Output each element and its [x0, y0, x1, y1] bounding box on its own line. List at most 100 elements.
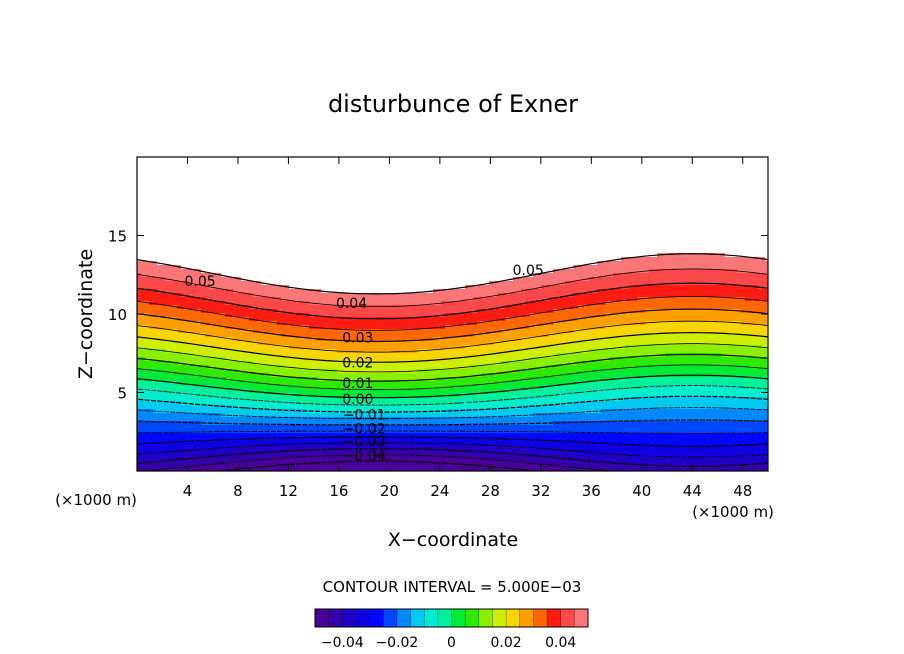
contour-fill-cell: [541, 193, 546, 198]
contour-fill-cell: [449, 165, 454, 170]
contour-fill-cell: [165, 185, 170, 190]
contour-fill-cell: [537, 229, 542, 234]
contour-fill-cell: [321, 173, 326, 178]
contour-fill-cell: [193, 257, 198, 262]
contour-fill-cell: [677, 165, 682, 170]
contour-fill-cell: [613, 217, 618, 222]
contour-fill-cell: [477, 189, 482, 194]
contour-fill-cell: [685, 265, 690, 270]
contour-fill-cell: [449, 237, 454, 242]
contour-fill-cell: [197, 237, 202, 242]
contour-fill-cell: [397, 197, 402, 202]
contour-fill-cell: [145, 281, 150, 286]
contour-fill-cell: [641, 273, 646, 278]
contour-fill-cell: [721, 237, 726, 242]
contour-fill-cell: [589, 225, 594, 230]
contour-fill-cell: [537, 253, 542, 258]
contour-fill-cell: [349, 265, 354, 270]
contour-fill-cell: [305, 173, 310, 178]
contour-fill-cell: [277, 173, 282, 178]
contour-fill-cell: [233, 281, 238, 286]
contour-fill-cell: [309, 237, 314, 242]
contour-fill-cell: [209, 181, 214, 186]
contour-fill-cell: [301, 201, 306, 206]
contour-fill-cell: [665, 173, 670, 178]
contour-fill-cell: [209, 221, 214, 226]
contour-fill-cell: [605, 277, 610, 282]
contour-fill-cell: [485, 169, 490, 174]
contour-fill-cell: [221, 241, 226, 246]
contour-fill-cell: [145, 221, 150, 226]
contour-fill-cell: [177, 189, 182, 194]
contour-fill-cell: [213, 229, 218, 234]
contour-fill-cell: [393, 253, 398, 258]
contour-fill-cell: [505, 265, 510, 270]
contour-fill-cell: [145, 177, 150, 182]
contour-fill-cell: [341, 181, 346, 186]
contour-fill-cell: [673, 265, 678, 270]
contour-fill-cell: [669, 177, 674, 182]
contour-fill-cell: [745, 233, 750, 238]
contour-fill-cell: [169, 281, 174, 286]
contour-fill-cell: [281, 213, 286, 218]
contour-fill-cell: [501, 181, 506, 186]
contour-fill-cell: [469, 197, 474, 202]
contour-fill-cell: [157, 213, 162, 218]
contour-fill-cell: [417, 245, 422, 250]
contour-fill-cell: [145, 241, 150, 246]
contour-fill-cell: [241, 177, 246, 182]
contour-fill-cell: [241, 157, 246, 162]
contour-fill-cell: [569, 237, 574, 242]
contour-fill-cell: [545, 165, 550, 170]
contour-fill-cell: [189, 197, 194, 202]
contour-fill-cell: [477, 257, 482, 262]
contour-fill-cell: [409, 277, 414, 282]
contour-fill-cell: [729, 157, 734, 162]
contour-fill-cell: [757, 269, 762, 274]
contour-fill-cell: [249, 269, 254, 274]
contour-fill-cell: [653, 177, 658, 182]
contour-fill-cell: [181, 209, 186, 214]
contour-fill-cell: [741, 169, 746, 174]
contour-fill-cell: [277, 157, 282, 162]
contour-fill-cell: [565, 157, 570, 162]
contour-fill-cell: [733, 169, 738, 174]
contour-fill-cell: [517, 209, 522, 214]
contour-fill-cell: [193, 177, 198, 182]
contour-fill-cell: [345, 237, 350, 242]
contour-fill-cell: [669, 257, 674, 262]
contour-fill-cell: [637, 157, 642, 162]
contour-fill-cell: [429, 225, 434, 230]
contour-fill-cell: [429, 181, 434, 186]
contour-fill-cell: [241, 237, 246, 242]
contour-fill-cell: [269, 273, 274, 278]
contour-fill-cell: [213, 225, 218, 230]
contour-fill-cell: [689, 257, 694, 262]
contour-fill-cell: [393, 209, 398, 214]
contour-fill-cell: [513, 241, 518, 246]
contour-fill-cell: [749, 173, 754, 178]
contour-fill-cell: [421, 281, 426, 286]
contour-fill-cell: [281, 277, 286, 282]
contour-fill-cell: [613, 165, 618, 170]
contour-fill-cell: [761, 181, 766, 186]
contour-fill-cell: [737, 197, 742, 202]
contour-fill-cell: [173, 249, 178, 254]
contour-fill-cell: [697, 249, 702, 254]
contour-fill-cell: [169, 277, 174, 282]
contour-fill-cell: [497, 205, 502, 210]
contour-fill-cell: [181, 169, 186, 174]
contour-fill-cell: [257, 213, 262, 218]
contour-fill-cell: [457, 281, 462, 286]
contour-fill-cell: [301, 181, 306, 186]
contour-fill-cell: [249, 221, 254, 226]
contour-fill-cell: [637, 269, 642, 274]
contour-fill-cell: [265, 165, 270, 170]
contour-fill-cell: [389, 185, 394, 190]
contour-fill-cell: [425, 221, 430, 226]
contour-fill-cell: [385, 193, 390, 198]
contour-fill-cell: [457, 225, 462, 230]
contour-fill-cell: [525, 189, 530, 194]
contour-fill-cell: [257, 237, 262, 242]
contour-fill-cell: [161, 165, 166, 170]
